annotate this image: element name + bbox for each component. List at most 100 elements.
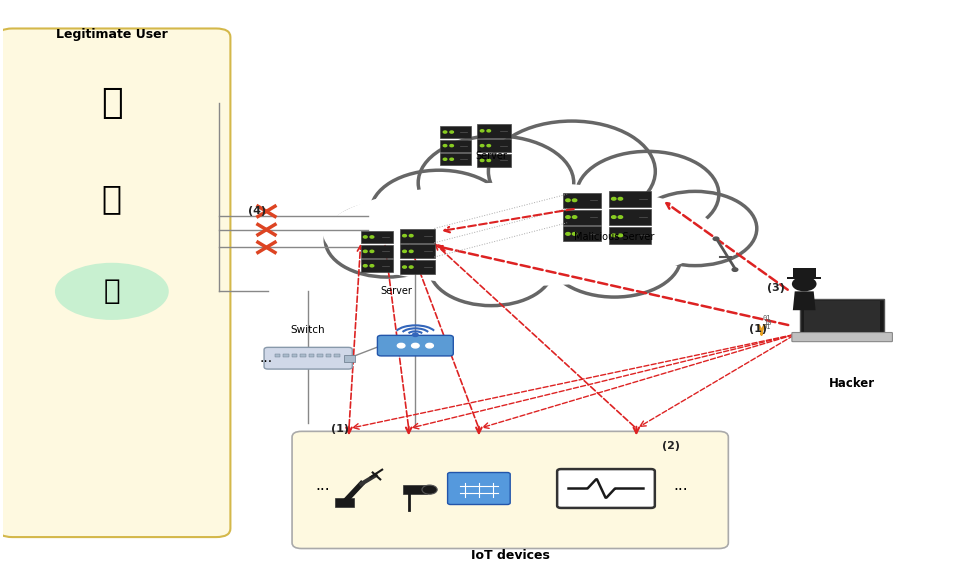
Circle shape [450, 158, 453, 160]
Text: 🏥: 🏥 [102, 182, 122, 215]
FancyBboxPatch shape [608, 227, 650, 243]
FancyBboxPatch shape [440, 126, 471, 138]
Circle shape [611, 197, 616, 200]
Circle shape [396, 343, 404, 348]
Text: Switch: Switch [291, 325, 325, 335]
FancyBboxPatch shape [557, 469, 654, 508]
Text: Legitimate User: Legitimate User [56, 28, 168, 42]
Circle shape [409, 234, 413, 237]
Bar [786, 277, 821, 279]
FancyBboxPatch shape [476, 154, 511, 167]
FancyBboxPatch shape [608, 209, 650, 226]
Circle shape [618, 197, 622, 200]
Circle shape [713, 237, 719, 241]
Circle shape [486, 159, 490, 162]
Text: 🖥️: 🖥️ [104, 278, 120, 305]
Circle shape [363, 236, 367, 238]
FancyBboxPatch shape [360, 245, 393, 258]
FancyBboxPatch shape [562, 193, 600, 208]
Bar [325, 354, 331, 357]
FancyBboxPatch shape [399, 260, 435, 274]
Circle shape [548, 217, 680, 297]
Ellipse shape [323, 182, 716, 286]
Text: 10: 10 [762, 320, 771, 325]
Circle shape [486, 145, 490, 147]
Circle shape [370, 265, 374, 267]
Polygon shape [792, 291, 815, 310]
Bar [335, 497, 354, 507]
Text: (1): (1) [331, 424, 349, 433]
Circle shape [421, 485, 436, 494]
Bar [283, 354, 289, 357]
Circle shape [402, 234, 406, 237]
Circle shape [443, 158, 446, 160]
FancyBboxPatch shape [440, 140, 471, 152]
FancyBboxPatch shape [292, 432, 727, 549]
Text: 🚢: 🚢 [101, 86, 123, 120]
FancyBboxPatch shape [440, 153, 471, 166]
Circle shape [488, 121, 655, 222]
Text: Malicious Server: Malicious Server [574, 233, 654, 242]
FancyBboxPatch shape [0, 28, 231, 537]
Text: Hacker: Hacker [828, 377, 874, 390]
Circle shape [370, 250, 374, 253]
FancyBboxPatch shape [803, 301, 880, 332]
FancyBboxPatch shape [791, 332, 891, 342]
Text: Server: Server [475, 151, 507, 162]
Text: 01: 01 [762, 315, 771, 321]
Circle shape [565, 216, 570, 218]
FancyBboxPatch shape [447, 473, 510, 504]
Bar [274, 354, 280, 357]
Text: IoT devices: IoT devices [470, 549, 549, 561]
Text: (3): (3) [766, 283, 784, 294]
FancyBboxPatch shape [476, 124, 511, 137]
Circle shape [443, 131, 446, 133]
Circle shape [402, 266, 406, 268]
Circle shape [425, 343, 433, 348]
Circle shape [363, 265, 367, 267]
FancyBboxPatch shape [562, 209, 600, 224]
Bar [343, 355, 355, 362]
Text: (4): (4) [248, 207, 266, 216]
Circle shape [371, 170, 507, 253]
Circle shape [411, 343, 418, 348]
FancyBboxPatch shape [264, 347, 352, 369]
Circle shape [480, 145, 483, 147]
Circle shape [370, 236, 374, 238]
Circle shape [618, 234, 622, 237]
Circle shape [565, 199, 570, 201]
Circle shape [486, 130, 490, 132]
Circle shape [791, 276, 816, 291]
Circle shape [572, 199, 577, 201]
Text: (1): (1) [748, 324, 766, 334]
Circle shape [572, 233, 577, 235]
Text: ...: ... [259, 351, 273, 365]
Circle shape [443, 145, 446, 147]
Text: (2): (2) [661, 441, 679, 451]
Circle shape [409, 250, 413, 253]
Circle shape [450, 145, 453, 147]
Circle shape [572, 216, 577, 218]
FancyBboxPatch shape [608, 190, 650, 207]
Text: Server: Server [380, 286, 412, 295]
FancyBboxPatch shape [360, 231, 393, 243]
FancyBboxPatch shape [399, 244, 435, 258]
Bar [309, 354, 314, 357]
Bar [792, 268, 815, 277]
Circle shape [363, 250, 367, 253]
Circle shape [325, 203, 448, 277]
Circle shape [731, 268, 737, 271]
Circle shape [409, 266, 413, 268]
Text: 01: 01 [762, 324, 771, 330]
FancyBboxPatch shape [399, 228, 435, 243]
Ellipse shape [55, 263, 169, 320]
Ellipse shape [323, 182, 716, 286]
Bar [300, 354, 306, 357]
Circle shape [565, 233, 570, 235]
FancyBboxPatch shape [360, 259, 393, 272]
Circle shape [412, 333, 417, 336]
Bar [292, 354, 297, 357]
Circle shape [611, 216, 616, 218]
Circle shape [576, 151, 719, 237]
FancyBboxPatch shape [562, 226, 600, 241]
